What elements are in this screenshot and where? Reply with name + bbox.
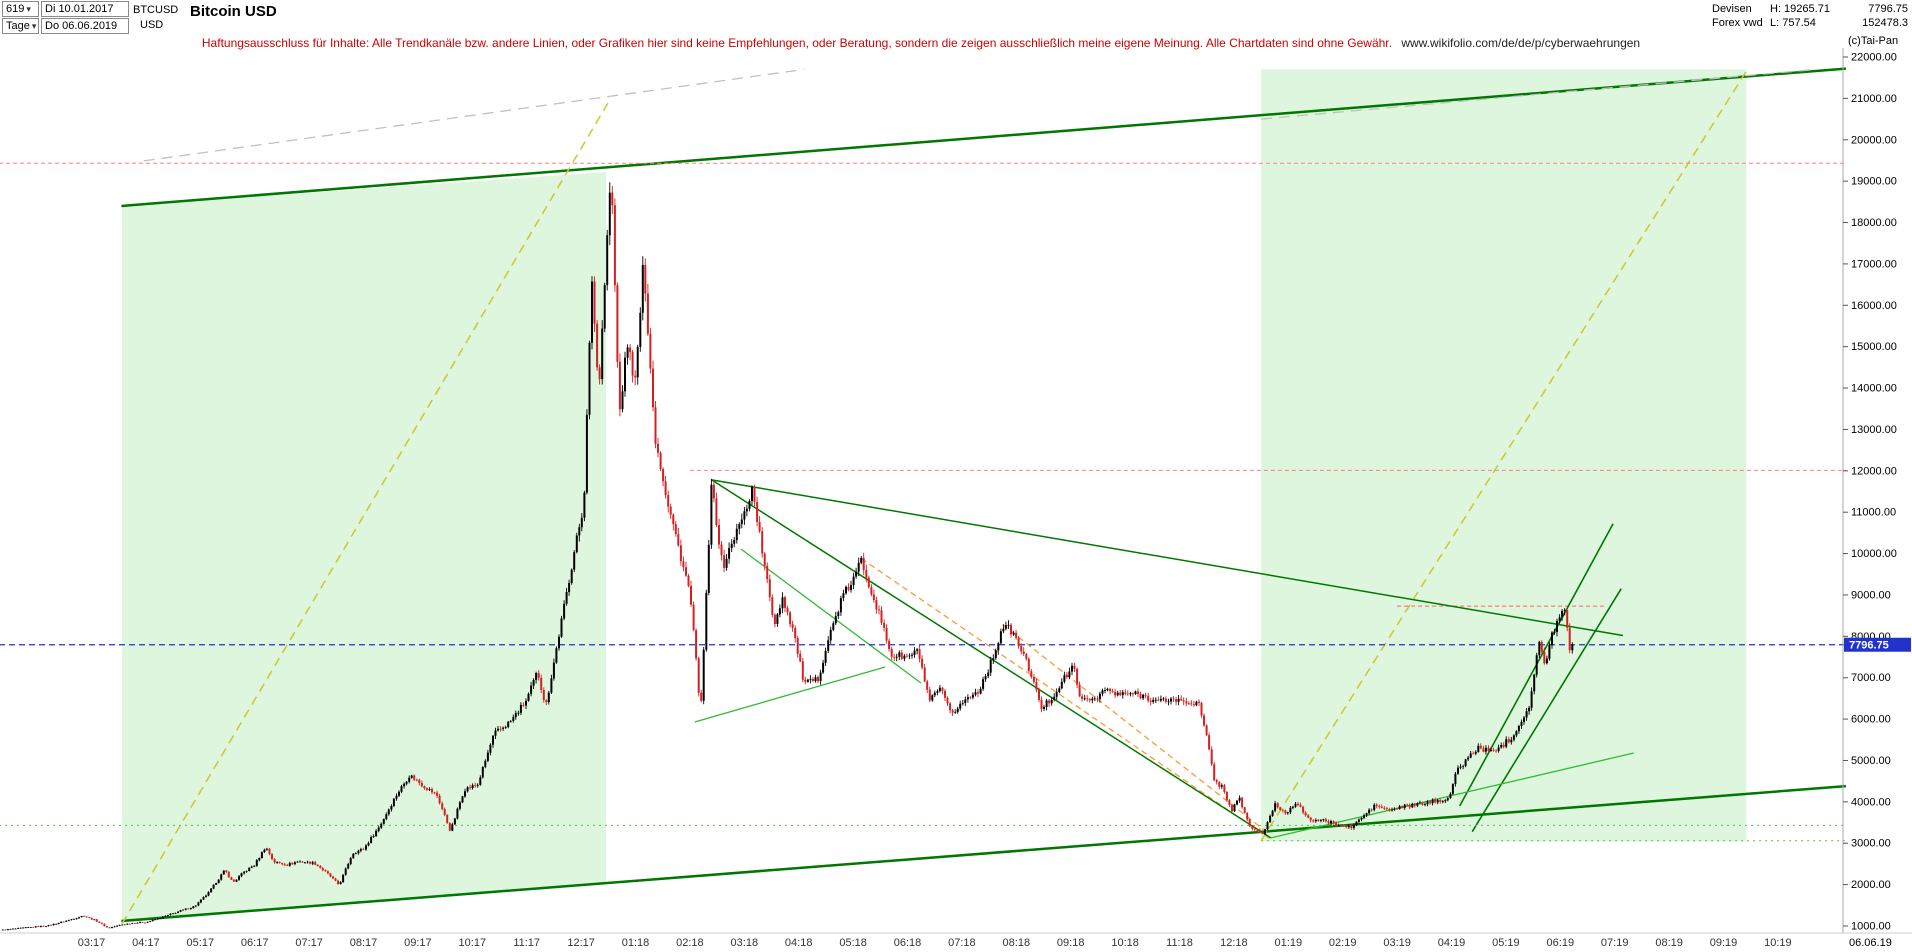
svg-text:07:17: 07:17 — [295, 937, 323, 949]
svg-text:06:18: 06:18 — [894, 937, 922, 949]
svg-text:02:18: 02:18 — [676, 937, 704, 949]
svg-text:14000.00: 14000.00 — [1851, 383, 1897, 395]
svg-text:7796.75: 7796.75 — [1849, 640, 1889, 652]
svg-text:22000.00: 22000.00 — [1851, 52, 1897, 64]
bars-count-value: 619 — [6, 3, 25, 15]
svg-text:05:17: 05:17 — [187, 937, 215, 949]
svg-text:7000.00: 7000.00 — [1851, 672, 1891, 684]
high-label: H: 19265.71 — [1770, 3, 1830, 15]
svg-text:02:19: 02:19 — [1329, 937, 1357, 949]
svg-text:2000.00: 2000.00 — [1851, 879, 1891, 891]
svg-text:20000.00: 20000.00 — [1851, 134, 1897, 146]
last-price: 7796.75 — [1868, 3, 1908, 15]
chevron-down-icon — [26, 2, 31, 16]
svg-text:21000.00: 21000.00 — [1851, 93, 1897, 105]
svg-text:07:18: 07:18 — [948, 937, 976, 949]
svg-text:04:19: 04:19 — [1438, 937, 1466, 949]
svg-text:10:18: 10:18 — [1111, 937, 1139, 949]
copyright-label: (c)Tai-Pan — [1848, 35, 1899, 47]
svg-text:5000.00: 5000.00 — [1851, 755, 1891, 767]
svg-text:06.06.19: 06.06.19 — [1849, 937, 1892, 949]
svg-text:4000.00: 4000.00 — [1851, 796, 1891, 808]
svg-text:10:17: 10:17 — [459, 937, 487, 949]
svg-text:17000.00: 17000.00 — [1851, 258, 1897, 270]
svg-text:09:17: 09:17 — [404, 937, 432, 949]
svg-text:03:17: 03:17 — [78, 937, 106, 949]
svg-text:06:19: 06:19 — [1547, 937, 1575, 949]
svg-text:12:17: 12:17 — [567, 937, 595, 949]
header: 619 Tage Di 10.01.2017 Do 06.06.2019 BTC… — [0, 0, 1912, 34]
chart-title: Bitcoin USD — [190, 3, 277, 20]
svg-text:03:18: 03:18 — [731, 937, 759, 949]
svg-text:11:18: 11:18 — [1166, 937, 1193, 949]
svg-text:07:19: 07:19 — [1601, 937, 1629, 949]
disclaimer-text: Haftungsausschluss für Inhalte: Alle Tre… — [201, 36, 1392, 50]
disclaimer-link[interactable]: www.wikifolio.com/de/de/p/cyberwaehrunge… — [1401, 36, 1641, 50]
svg-text:1000.00: 1000.00 — [1851, 921, 1891, 933]
svg-text:08:18: 08:18 — [1003, 937, 1031, 949]
svg-text:19000.00: 19000.00 — [1851, 176, 1897, 188]
svg-text:04:18: 04:18 — [785, 937, 813, 949]
symbol-code[interactable]: BTCUSD — [133, 4, 179, 16]
svg-text:03:19: 03:19 — [1383, 937, 1411, 949]
svg-text:16000.00: 16000.00 — [1851, 300, 1897, 312]
svg-text:13000.00: 13000.00 — [1851, 424, 1897, 436]
svg-text:09:19: 09:19 — [1710, 937, 1738, 949]
svg-text:12:18: 12:18 — [1220, 937, 1248, 949]
low-label: L: 757.54 — [1770, 17, 1816, 29]
chevron-down-icon — [32, 19, 37, 33]
svg-text:09:18: 09:18 — [1057, 937, 1085, 949]
svg-text:11:17: 11:17 — [513, 937, 540, 949]
start-date-field[interactable]: Di 10.01.2017 — [41, 1, 129, 17]
svg-text:04:17: 04:17 — [132, 937, 160, 949]
timeframe-value: Tage — [6, 20, 30, 32]
svg-text:18000.00: 18000.00 — [1851, 217, 1897, 229]
svg-text:3000.00: 3000.00 — [1851, 838, 1891, 850]
disclaimer-row: Haftungsausschluss für Inhalte: Alle Tre… — [0, 36, 1842, 50]
bars-count-select[interactable]: 619 — [2, 1, 39, 17]
svg-text:10:19: 10:19 — [1764, 937, 1792, 949]
svg-text:12000.00: 12000.00 — [1851, 465, 1897, 477]
feed-label: Forex vwd — [1712, 17, 1763, 29]
market-label: Devisen — [1712, 3, 1752, 15]
symbol-currency: USD — [140, 19, 164, 31]
svg-text:05:18: 05:18 — [839, 937, 867, 949]
volume-value: 152478.3 — [1862, 17, 1908, 29]
svg-text:06:17: 06:17 — [241, 937, 269, 949]
svg-text:15000.00: 15000.00 — [1851, 341, 1897, 353]
timeframe-select[interactable]: Tage — [2, 18, 39, 34]
svg-text:01:19: 01:19 — [1275, 937, 1303, 949]
svg-text:9000.00: 9000.00 — [1851, 589, 1891, 601]
svg-text:11000.00: 11000.00 — [1851, 507, 1896, 519]
svg-text:01:18: 01:18 — [622, 937, 650, 949]
end-date-field[interactable]: Do 06.06.2019 — [41, 18, 129, 34]
svg-text:08:17: 08:17 — [350, 937, 378, 949]
svg-text:05:19: 05:19 — [1492, 937, 1520, 949]
svg-text:6000.00: 6000.00 — [1851, 714, 1891, 726]
svg-text:08:19: 08:19 — [1655, 937, 1683, 949]
svg-text:10000.00: 10000.00 — [1851, 548, 1897, 560]
